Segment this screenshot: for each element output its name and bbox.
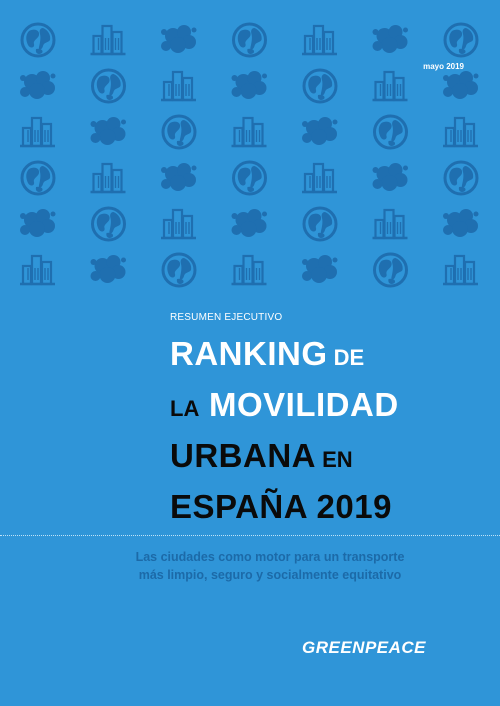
report-title: RANKING DE LA MOVILIDAD URBANA EN ESPAÑA…	[170, 332, 399, 536]
title-word: ESPAÑA 2019	[170, 488, 392, 525]
title-line-2: LA MOVILIDAD	[170, 383, 399, 434]
city-buildings-icon	[231, 254, 267, 286]
publication-date: mayo 2019	[423, 62, 464, 71]
city-buildings-icon	[231, 116, 267, 148]
smog-cloud-icon	[443, 209, 479, 237]
smog-cloud-icon	[302, 117, 338, 145]
tagline: Las ciudades como motor para un transpor…	[60, 548, 480, 584]
smog-cloud-icon	[372, 25, 408, 53]
smog-cloud-icon	[161, 25, 197, 53]
city-buildings-icon	[443, 116, 478, 148]
globe-icon	[302, 68, 338, 104]
smog-cloud-icon	[20, 71, 56, 99]
smog-cloud-icon	[372, 163, 408, 191]
city-buildings-icon	[161, 70, 196, 102]
city-buildings-icon	[302, 162, 337, 194]
title-word: LA	[170, 396, 200, 421]
kicker-label: RESUMEN EJECUTIVO	[170, 312, 283, 323]
globe-icon	[20, 160, 56, 196]
title-word: DE	[327, 345, 365, 370]
city-buildings-icon	[372, 208, 408, 240]
title-line-1: RANKING DE	[170, 332, 399, 383]
city-buildings-icon	[20, 116, 55, 148]
city-buildings-icon	[161, 208, 196, 240]
globe-icon	[20, 22, 56, 58]
smog-cloud-icon	[443, 71, 479, 99]
city-buildings-icon	[302, 24, 337, 56]
globe-icon	[302, 206, 338, 242]
globe-icon	[232, 160, 267, 196]
tagline-line-2: más limpio, seguro y socialmente equitat…	[138, 568, 402, 582]
title-line-3: URBANA EN	[170, 434, 399, 485]
city-buildings-icon	[20, 254, 55, 286]
smog-cloud-icon	[231, 209, 267, 237]
globe-icon	[161, 114, 197, 150]
globe-icon	[232, 22, 267, 58]
globe-icon	[443, 160, 479, 196]
globe-icon	[161, 252, 197, 288]
title-word: URBANA	[170, 437, 316, 474]
globe-icon	[373, 252, 408, 288]
globe-icon	[443, 22, 479, 58]
globe-icon	[373, 114, 408, 150]
title-line-4: ESPAÑA 2019	[170, 485, 399, 536]
globe-icon	[91, 206, 126, 242]
globe-icon	[91, 68, 126, 104]
dotted-divider	[0, 535, 500, 536]
city-buildings-icon	[443, 254, 478, 286]
tagline-line-1: Las ciudades como motor para un transpor…	[135, 550, 405, 564]
greenpeace-logo: GREENPEACE	[302, 638, 427, 657]
icon-pattern	[20, 22, 479, 288]
city-buildings-icon	[90, 24, 126, 56]
title-word: RANKING	[170, 335, 328, 372]
smog-cloud-icon	[90, 255, 126, 283]
smog-cloud-icon	[302, 255, 338, 283]
city-buildings-icon	[372, 70, 408, 102]
smog-cloud-icon	[90, 117, 126, 145]
smog-cloud-icon	[161, 163, 197, 191]
city-buildings-icon	[90, 162, 126, 194]
smog-cloud-icon	[20, 209, 56, 237]
smog-cloud-icon	[231, 71, 267, 99]
title-word: MOVILIDAD	[199, 386, 399, 423]
title-word: EN	[316, 447, 353, 472]
